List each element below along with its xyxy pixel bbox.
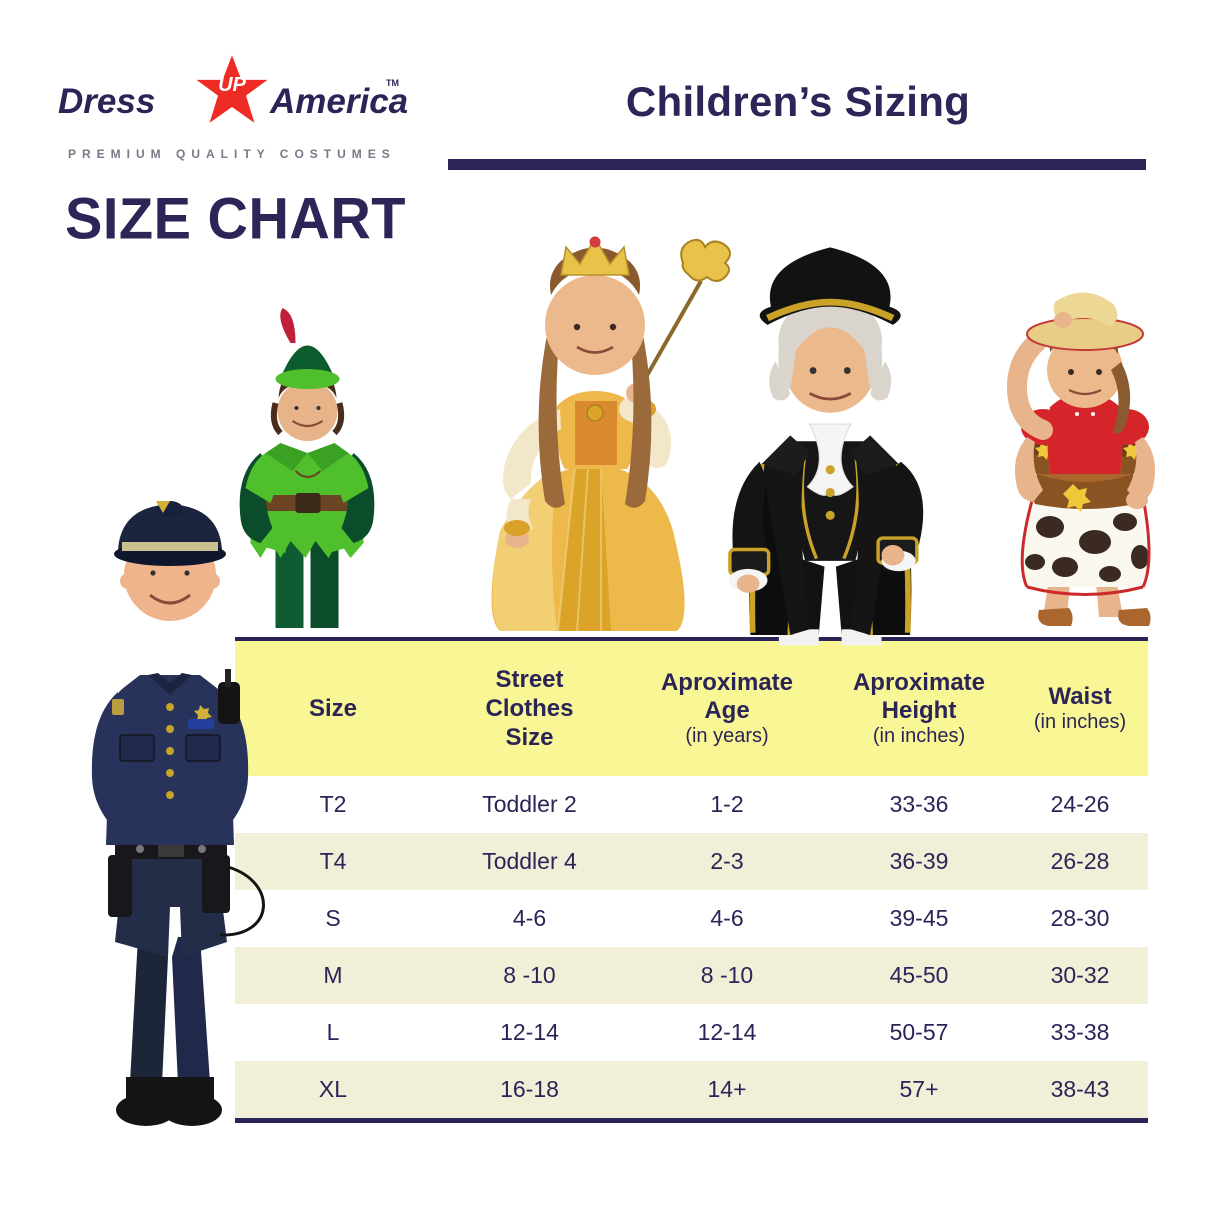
- svg-text:UP: UP: [218, 74, 246, 96]
- svg-text:Dress: Dress: [58, 82, 155, 121]
- svg-text:TM: TM: [386, 78, 399, 88]
